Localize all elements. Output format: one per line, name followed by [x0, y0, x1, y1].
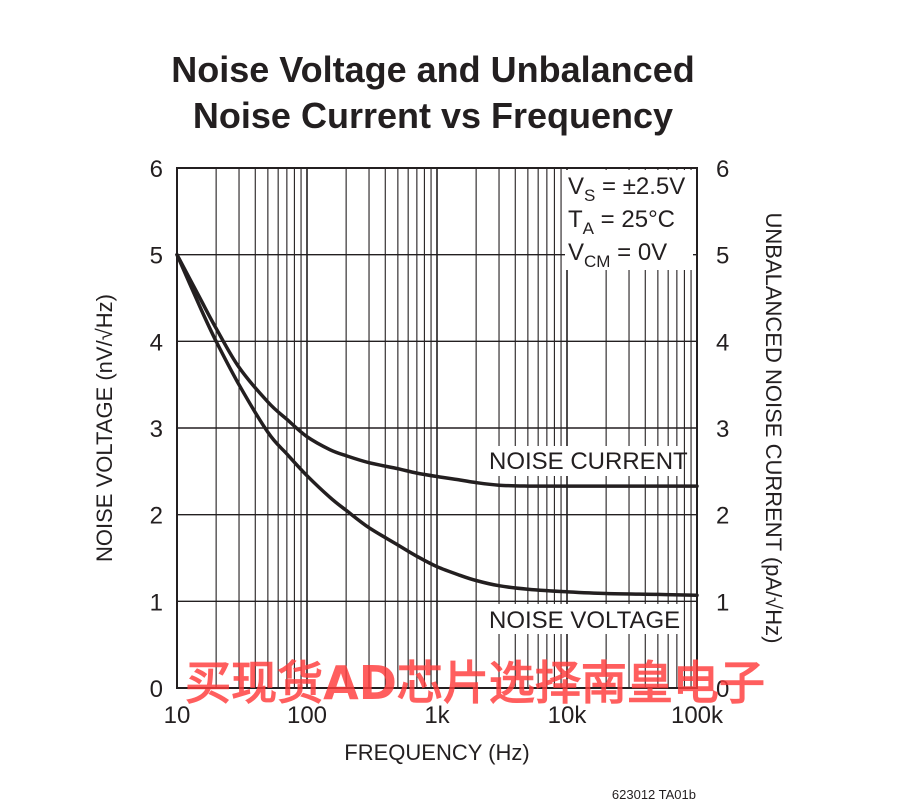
- plot-frame: [176, 167, 698, 689]
- y-tick-label-right: 1: [716, 589, 729, 616]
- y-tick-label-right: 5: [716, 243, 729, 270]
- y-tick-label-right: 6: [716, 156, 729, 183]
- x-tick-label: 100k: [671, 702, 724, 729]
- y-tick-label-left: 0: [150, 676, 163, 703]
- chart-title-line1: Noise Voltage and Unbalanced: [171, 49, 694, 90]
- series-label-noise-current: NOISE CURRENT: [489, 448, 688, 475]
- y-tick-label-left: 3: [150, 416, 163, 443]
- figure-code: 623012 TA01b: [612, 787, 696, 802]
- grid: [177, 168, 697, 688]
- condition-line: VCM = 0V: [568, 239, 667, 271]
- y-tick-label-right: 0: [716, 676, 729, 703]
- series-group: [175, 252, 699, 598]
- series-line-noise-current: [175, 252, 699, 488]
- y-tick-label-left: 6: [150, 156, 163, 183]
- y-tick-label-right: 3: [716, 416, 729, 443]
- condition-line: VS = ±2.5V: [568, 173, 685, 205]
- y-tick-label-right: 2: [716, 503, 729, 530]
- noise-voltage-label-bg: [484, 604, 680, 634]
- x-tick-label: 10k: [548, 702, 588, 729]
- watermark-text: 买现货AD芯片选择南皇电子: [185, 656, 765, 710]
- x-axis-label: FREQUENCY (Hz): [344, 740, 529, 765]
- chart-title-line2: Noise Current vs Frequency: [193, 95, 673, 136]
- y-tick-label-left: 5: [150, 243, 163, 270]
- series-line-noise-voltage: [175, 252, 699, 598]
- conditions-box: [565, 170, 693, 270]
- x-tick-label: 1k: [424, 702, 450, 729]
- x-tick-label: 100: [287, 702, 327, 729]
- y-tick-label-left: 2: [150, 503, 163, 530]
- y-axis-label-right: UNBALANCED NOISE CURRENT (pA/√Hz): [761, 213, 786, 644]
- y-axis-label-left: NOISE VOLTAGE (nV/√Hz): [92, 294, 117, 562]
- y-tick-label-left: 1: [150, 589, 163, 616]
- condition-line: TA = 25°C: [568, 206, 675, 238]
- tick-labels: 0 0 1 1 2 2 3 3 4 4 5 5 6 6 10 100 1k 10k 100k: [150, 156, 730, 729]
- series-label-noise-voltage: NOISE VOLTAGE: [489, 607, 680, 634]
- y-tick-label-left: 4: [150, 329, 163, 356]
- y-tick-label-right: 4: [716, 329, 729, 356]
- x-tick-label: 10: [164, 702, 191, 729]
- noise-current-label-bg: [484, 446, 680, 476]
